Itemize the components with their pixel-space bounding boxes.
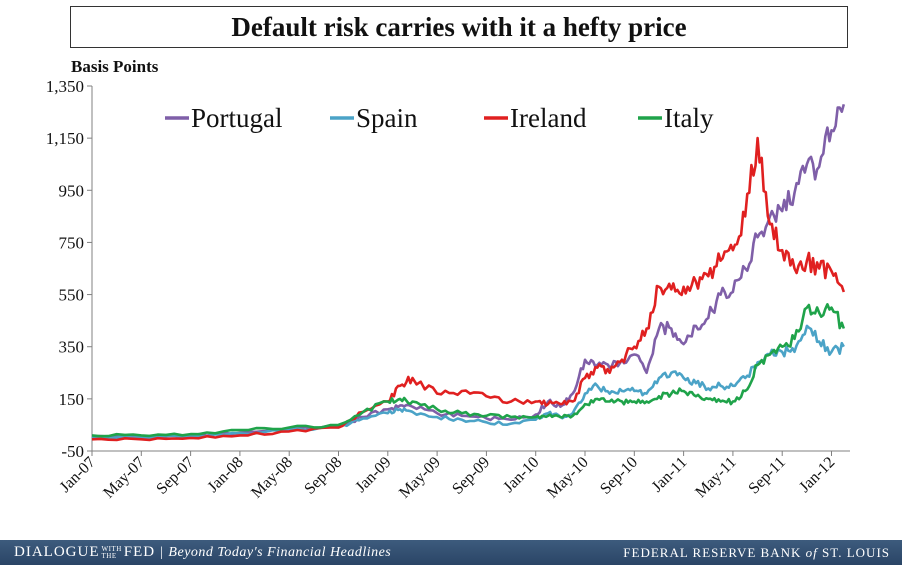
brand-dialogue: DIALOGUE xyxy=(14,544,100,560)
y-axis-label: Basis Points xyxy=(71,57,159,76)
series-line-ireland xyxy=(91,136,846,442)
series-line-italy xyxy=(91,303,846,438)
brand-with-the: WITH THE xyxy=(101,544,122,560)
x-tick-label: May-11 xyxy=(692,454,739,501)
legend-label-spain: Spain xyxy=(356,103,418,133)
x-tick-label: Sep-09 xyxy=(449,454,493,498)
brand-with: WITH xyxy=(101,544,122,553)
x-tick-label: Sep-10 xyxy=(597,454,641,498)
y-tick-label: 750 xyxy=(59,233,85,252)
x-tick-label: Jan-10 xyxy=(500,454,542,496)
x-tick-label: Jan-09 xyxy=(352,454,394,496)
chart-title: Default risk carries with it a hefty pri… xyxy=(70,6,848,48)
series-line-portugal xyxy=(91,103,846,439)
x-tick-label: Jan-12 xyxy=(796,454,838,496)
x-tick-label: May-09 xyxy=(396,454,444,502)
x-tick-label: Jan-11 xyxy=(649,454,691,496)
x-tick-label: May-10 xyxy=(544,454,592,502)
legend-label-italy: Italy xyxy=(664,103,714,133)
brand-the: THE xyxy=(101,551,117,560)
y-tick-label: 1,150 xyxy=(46,129,84,148)
x-tick-label: May-08 xyxy=(248,454,296,502)
legend-label-portugal: Portugal xyxy=(191,103,283,133)
y-tick-label: 950 xyxy=(59,181,85,200)
footer-banner: DIALOGUE WITH THE FED | Beyond Today's F… xyxy=(0,540,902,565)
bank-suffix: ST. LOUIS xyxy=(822,544,890,560)
footer-bank-name: FEDERAL RESERVE BANK of ST. LOUIS xyxy=(623,545,890,561)
legend-label-ireland: Ireland xyxy=(510,103,587,133)
x-tick-label: May-07 xyxy=(100,454,148,502)
x-tick-label: Sep-11 xyxy=(745,454,789,498)
brand-fed: FED xyxy=(123,544,156,560)
x-tick-label: Sep-08 xyxy=(301,454,345,498)
footer-brand: DIALOGUE WITH THE FED | Beyond Today's F… xyxy=(14,544,391,561)
series-line-spain xyxy=(91,324,845,440)
y-tick-label: 150 xyxy=(59,390,85,409)
y-tick-label: 550 xyxy=(59,286,85,305)
y-tick-label: 1,350 xyxy=(46,77,84,96)
bank-prefix: FEDERAL RESERVE BANK xyxy=(623,544,802,560)
footer-tagline: Beyond Today's Financial Headlines xyxy=(168,544,392,560)
bank-of: of xyxy=(805,544,818,560)
y-tick-label: -50 xyxy=(61,442,84,461)
y-tick-label: 350 xyxy=(59,338,85,357)
x-tick-label: Sep-07 xyxy=(153,454,197,498)
brand-separator: | xyxy=(160,544,164,560)
x-tick-label: Jan-08 xyxy=(205,454,247,496)
